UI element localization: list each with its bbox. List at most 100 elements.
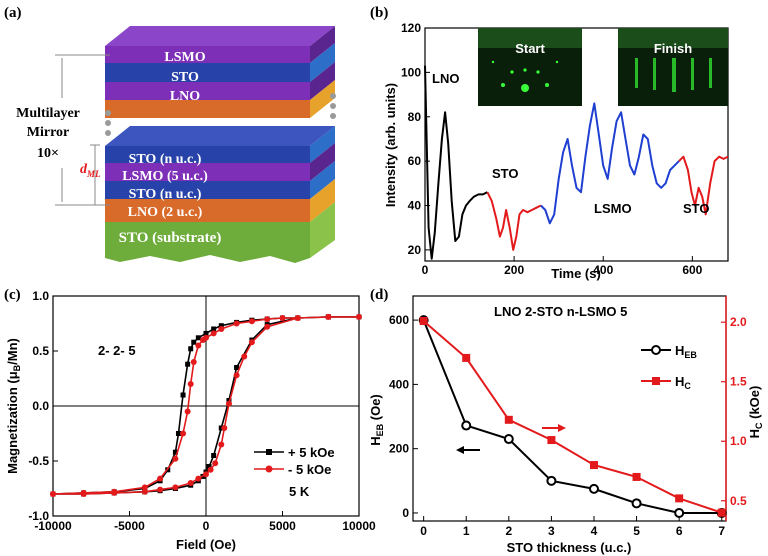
c-point-0-27 [234,365,240,370]
sto-n-layer-1 [105,146,310,163]
main-stack: STO (n u.c.) LSMO (5 u.c.) STO (n u.c.) … [105,126,335,263]
c-point-1-26 [241,353,248,360]
c-xtick-label-1: -5000 [114,519,145,533]
d-point-hc-0 [419,317,428,325]
b-xtick-label-3: 600 [682,263,702,277]
plot-b-xlabel: Time (s) [551,266,601,281]
top-lno-layer [105,100,310,118]
c-point-1-29 [221,425,228,431]
b-series-3 [678,155,729,216]
mirror-label-1: Multilayer [16,106,80,121]
d-point-hc-4 [589,461,598,470]
c-point-1-5 [172,455,179,462]
d-ytick-right-label-0: 0.5 [730,494,747,508]
d-xtick-label-5: 5 [633,524,640,538]
panel-label-c: (c) [4,287,21,303]
c-point-1-18 [279,315,286,321]
c-point-1-30 [218,441,225,448]
c-point-1-32 [207,466,214,473]
c-point-1-16 [248,318,255,325]
b-ytick-label-0: 20 [408,243,422,257]
d-point-hc-3 [547,436,556,445]
c-point-1-25 [248,339,255,346]
d-xtick-label-6: 6 [676,524,683,538]
inset-start-label: Start [515,41,545,56]
c-point-0-13 [203,330,209,336]
b-ytick-label-3: 80 [408,110,422,124]
c-point-1-15 [233,320,240,327]
c-point-1-23 [294,315,301,321]
c-point-0-8 [180,392,186,398]
d-series-0 [422,319,722,514]
c-point-1-35 [187,480,194,486]
d-point-hc-2 [504,415,513,424]
b-ytick-label-2: 60 [408,154,422,168]
b-xtick-label-0: 0 [422,263,429,277]
b-ytick-label-4: 100 [401,65,421,79]
legend-heb: HEB [675,343,697,360]
c-xtick-label-2: 0 [203,519,210,533]
top-lno-label: LNO [170,89,200,104]
c-point-1-7 [184,408,191,415]
annot-lno: LNO [432,71,459,86]
annot-sto-1: STO [492,166,519,181]
d-xtick-label-2: 2 [505,524,512,538]
c-xtick-label-4: 10000 [342,519,376,533]
c-point-1-24 [264,323,271,330]
c-point-0-9 [185,361,191,367]
lno-2-layer [105,199,310,222]
d-point-heb-2 [503,434,514,445]
plot-b-ylabel: Intensity (arb. units) [383,83,398,207]
d-point-hc-7 [717,508,726,517]
b-ytick-label-1: 40 [408,199,422,213]
d-ytick-right-label-1: 1.0 [730,434,747,448]
b-xtick-label-1: 200 [504,263,524,277]
c-xtick-label-3: 5000 [269,519,296,533]
lsmo-5-layer [105,163,310,181]
c-ytick-label-2: 0.0 [32,399,49,413]
d-ytick-left-label-2: 400 [389,377,409,391]
legend-plus5: + 5 kOe [288,445,335,460]
plot-d-legend: HEB HC [641,343,697,391]
plot-d-ylabel-left: HEB (Oe) [368,394,385,446]
inset-finish: Finish [618,28,728,106]
d-ytick-right-label-2: 1.5 [730,375,747,389]
legend-hc: HC [675,374,691,391]
c-point-1-41 [50,491,56,497]
panel-c: (c) -10000 -5000 0 5000 10000 -1.0 -0.5 0.0 0.5 1… [4,287,376,552]
c-point-0-7 [175,431,181,436]
arrow-left [456,446,480,454]
c-point-1-13 [210,330,217,337]
b-series-2 [540,102,680,225]
sto-n-label-2: STO (n u.c.) [129,187,202,202]
d-point-heb-1 [461,420,472,431]
panel-label-b: (b) [370,5,388,21]
lsmo-5-label: LSMO (5 u.c.) [122,169,208,184]
plot-c-xlabel: Field (Oe) [176,537,236,552]
c-point-1-28 [225,400,232,407]
d-xtick-label-3: 3 [548,524,555,538]
c-point-0-11 [191,339,197,345]
c-point-0-30 [211,453,217,458]
c-point-1-40 [80,491,87,497]
plot-c-legend: + 5 kOe - 5 kOe [254,445,335,477]
c-point-1-9 [190,359,197,365]
c-point-1-17 [264,316,271,323]
substrate-layer [105,222,310,263]
c-point-0-10 [188,346,194,352]
d-series-1 [422,320,723,514]
d-xtick-label-7: 7 [718,524,725,538]
c-point-1-3 [141,484,148,491]
panel-label-d: (d) [370,287,388,303]
d-xtick-label-0: 0 [420,524,427,538]
d-point-hc-5 [632,472,641,481]
c-point-1-38 [141,488,148,495]
b-series-1 [486,191,542,251]
plot-d-ylabel-right: HC (kOe) [747,386,764,439]
substrate-label: STO (substrate) [119,230,222,246]
c-ytick-label-1: -0.5 [28,454,49,468]
c-point-1-4 [157,475,164,482]
inset-finish-label: Finish [654,41,692,56]
d-ytick-left-label-0: 0 [402,506,409,520]
